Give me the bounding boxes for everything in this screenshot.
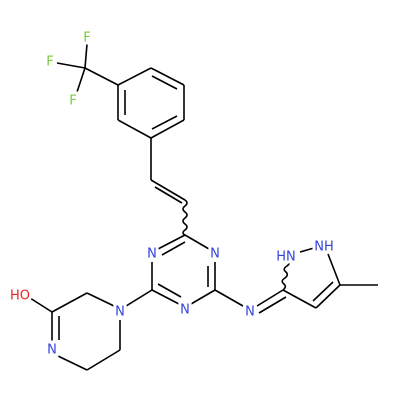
atom-label: N	[47, 343, 57, 358]
atom-labels: F F F N N N N HN NH N HO N	[7, 28, 337, 361]
atom-label: HN	[276, 250, 296, 265]
atom-label: N	[115, 305, 125, 320]
atom-label: N	[180, 303, 190, 318]
atom-label: F	[69, 94, 76, 109]
atom-label: N	[147, 247, 157, 262]
atom-label: F	[46, 55, 53, 70]
atom-label: NH	[314, 240, 334, 255]
atom-label: N	[210, 247, 220, 262]
atom-label: N	[245, 305, 255, 320]
atom-label: HO	[10, 289, 30, 304]
atom-label: F	[83, 31, 90, 46]
bonds	[29, 43, 378, 371]
